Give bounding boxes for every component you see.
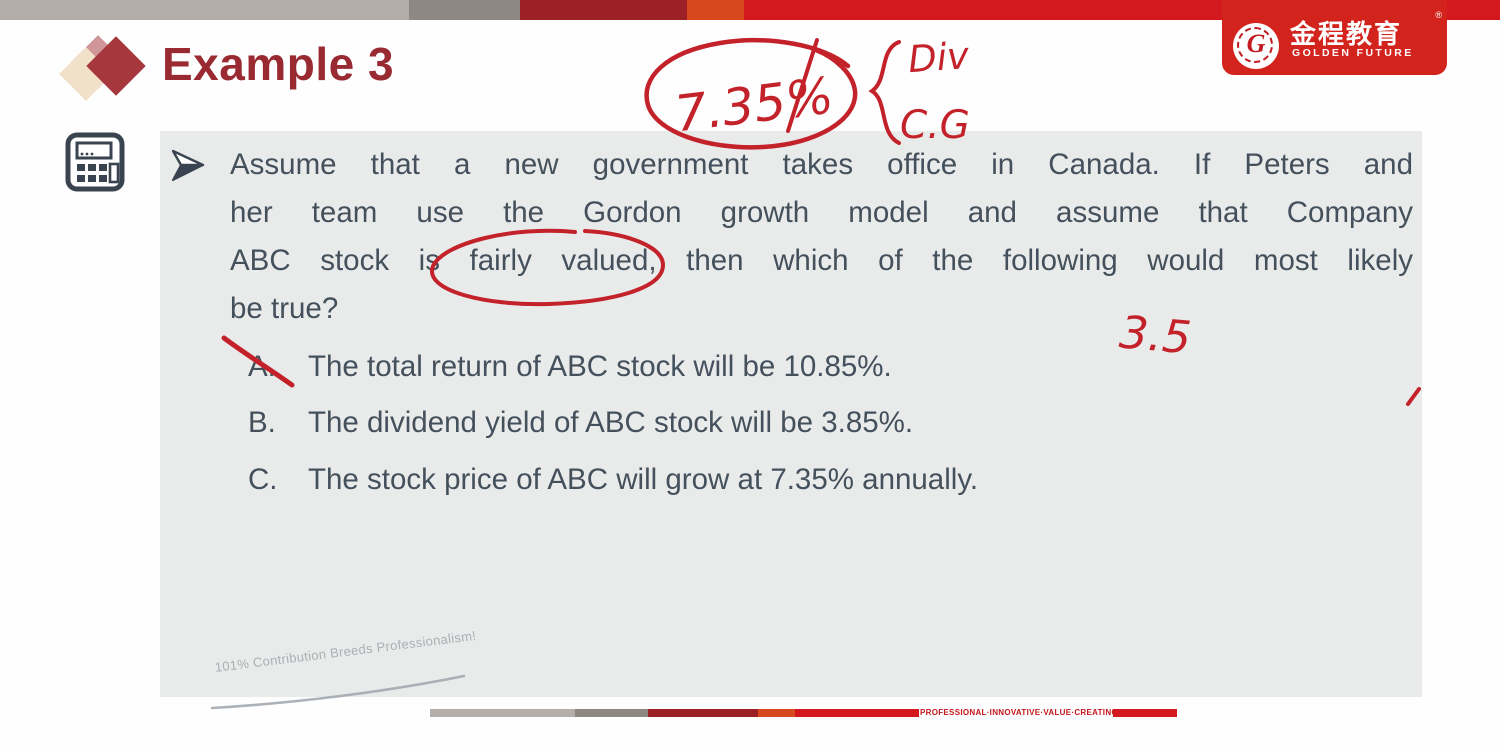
botbar-segment-bright-red [795,709,919,717]
topbar-segment-orange [687,0,744,20]
bullet-arrowhead-icon [171,149,205,181]
question-line: be true? [230,292,339,325]
page-title: Example 3 [162,38,395,90]
brand-name-chinese: 金程教育 [1290,19,1403,49]
botbar-segment-orange [758,709,795,717]
ink-brace [868,40,901,145]
option-text: The stock price of ABC will grow at 7.35… [308,463,979,496]
registered-trademark-mark: ® [1435,10,1442,20]
footer-tagline: PROFESSIONAL·INNOVATIVE·VALUE·CREATING [920,708,1118,717]
ink-note-div: Div [907,34,972,81]
topbar-segment-dark-red [520,0,687,20]
seal-monogram: G [1246,29,1266,58]
brand-logo-card: G 金程教育 GOLDEN FUTURE ® [1222,0,1447,75]
topbar-segment-gray-dark [409,0,520,20]
botbar-segment-dark-red [648,709,758,717]
option-row-a: A. The total return of ABC stock will be … [248,351,1408,383]
option-letter: B. [248,406,276,439]
botbar-segment-red-right [1113,709,1177,717]
diamond-logo-icon [59,35,146,101]
option-row-b: B. The dividend yield of ABC stock will b… [248,407,1408,439]
content-panel [160,131,1422,697]
brand-seal-icon: G [1233,23,1279,69]
option-text: The total return of ABC stock will be 10… [308,350,892,383]
question-line: Assume that a new government takes offic… [230,148,1413,181]
option-letter: A. [248,350,276,383]
ink-percent-slash [786,38,819,133]
option-text: The dividend yield of ABC stock will be … [308,406,914,439]
botbar-segment-gray-dark [575,709,648,717]
option-letter: C. [248,463,278,496]
botbar-segment-gray-light [430,709,575,717]
topbar-segment-gray-light [0,0,409,20]
question-line: ABC stock is fairly valued, then which o… [230,244,1413,277]
brand-name-english: GOLDEN FUTURE [1292,47,1414,59]
seal-ring [1237,27,1273,63]
question-line: her team use the Gordon growth model and… [230,196,1413,229]
calculator-icon [65,132,125,192]
option-row-c: C. The stock price of ABC will grow at 7.… [248,464,1408,496]
